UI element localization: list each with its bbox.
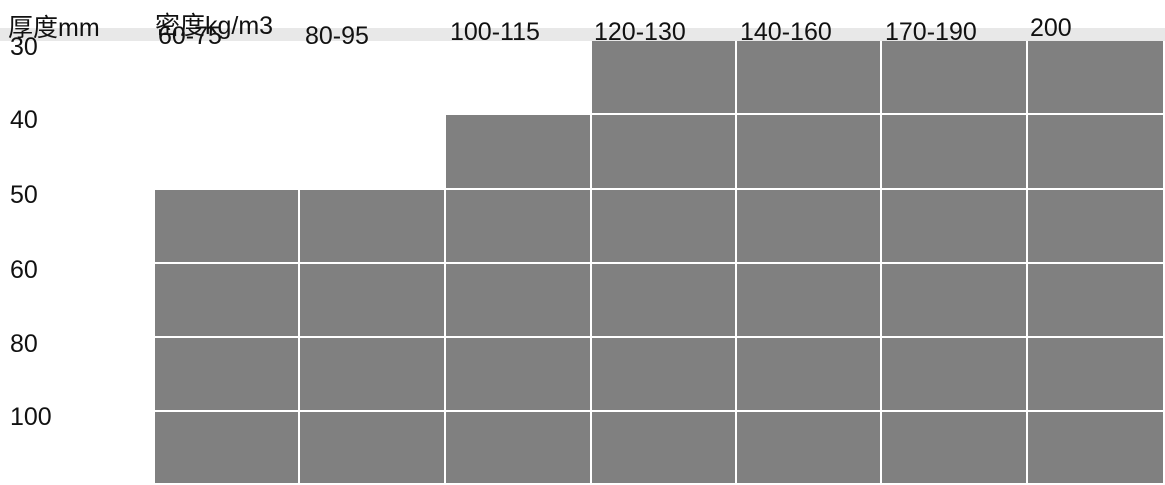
column-label: 140-160 bbox=[740, 18, 832, 46]
row-label: 50 bbox=[10, 181, 38, 209]
grid-cell bbox=[446, 115, 592, 190]
grid-cell bbox=[882, 412, 1028, 485]
grid-cell bbox=[1028, 338, 1165, 412]
grid-cell bbox=[592, 338, 737, 412]
grid-cell bbox=[882, 190, 1028, 264]
row-label: 30 bbox=[10, 33, 38, 61]
column-label: 60-75 bbox=[158, 22, 222, 50]
grid-cell bbox=[300, 190, 446, 264]
row-label: 80 bbox=[10, 330, 38, 358]
grid-cell bbox=[882, 41, 1028, 115]
grid-cell bbox=[592, 412, 737, 485]
grid-cell bbox=[882, 264, 1028, 338]
grid-cell bbox=[1028, 264, 1165, 338]
row-header: 厚度mm bbox=[8, 14, 100, 42]
grid-cell bbox=[592, 41, 737, 115]
grid-cell bbox=[155, 190, 300, 264]
column-header: 密度kg/m3 bbox=[155, 12, 274, 40]
grid-cell bbox=[446, 190, 592, 264]
grid-cell bbox=[737, 264, 882, 338]
grid-cell bbox=[300, 264, 446, 338]
row-label: 100 bbox=[10, 403, 52, 431]
row-label: 40 bbox=[10, 106, 38, 134]
grid-cell bbox=[882, 338, 1028, 412]
column-label: 200 bbox=[1030, 14, 1072, 42]
grid-cell bbox=[737, 115, 882, 190]
grid-cell bbox=[592, 190, 737, 264]
grid-cell bbox=[155, 338, 300, 412]
grid-cell bbox=[446, 264, 592, 338]
grid-cell bbox=[1028, 412, 1165, 485]
column-label: 120-130 bbox=[594, 18, 686, 46]
grid-cell bbox=[882, 115, 1028, 190]
header-band bbox=[0, 28, 1165, 41]
grid-cell bbox=[1028, 190, 1165, 264]
grid-cell bbox=[737, 338, 882, 412]
grid-cell bbox=[446, 338, 592, 412]
grid-cell bbox=[737, 41, 882, 115]
grid-cell bbox=[446, 412, 592, 485]
grid-cell bbox=[1028, 115, 1165, 190]
column-label: 80-95 bbox=[305, 22, 369, 50]
grid-cell bbox=[737, 412, 882, 485]
grid-cell bbox=[300, 412, 446, 485]
grid-cell bbox=[155, 264, 300, 338]
column-label: 170-190 bbox=[885, 18, 977, 46]
row-label: 60 bbox=[10, 256, 38, 284]
grid-cell bbox=[1028, 41, 1165, 115]
grid-cell bbox=[592, 115, 737, 190]
grid-cell bbox=[300, 338, 446, 412]
grid-cell bbox=[592, 264, 737, 338]
grid-cell bbox=[155, 412, 300, 485]
grid-cell bbox=[737, 190, 882, 264]
column-label: 100-115 bbox=[450, 18, 540, 46]
